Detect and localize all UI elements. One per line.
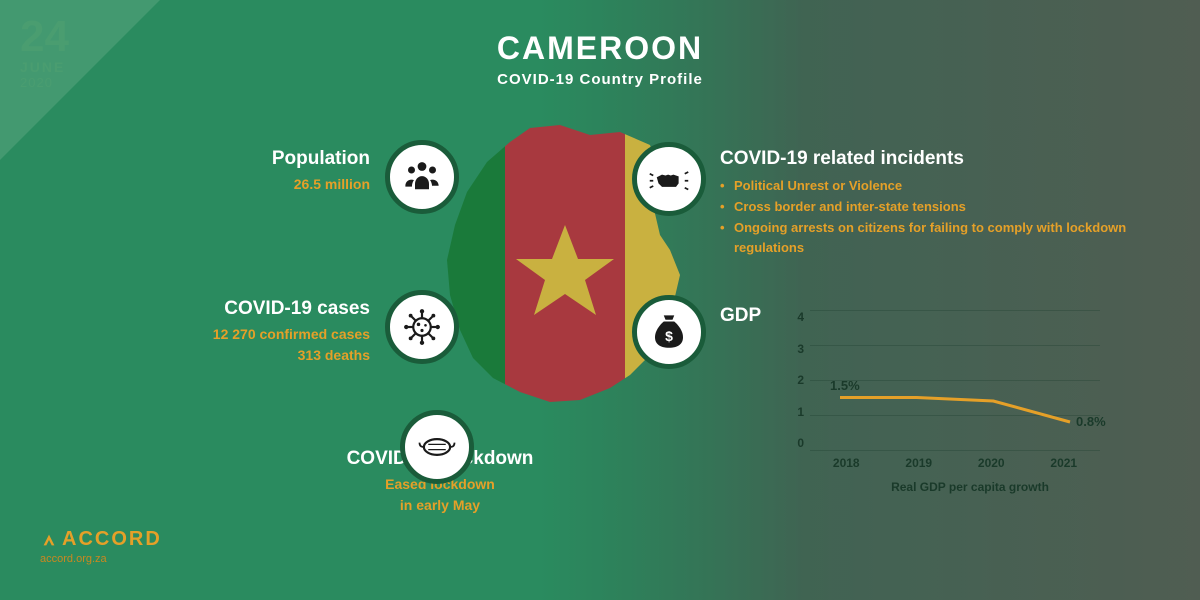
population-value: 26.5 million xyxy=(190,174,370,195)
population-title: Population xyxy=(190,148,370,170)
svg-text:$: $ xyxy=(665,328,673,344)
fist-icon xyxy=(632,142,706,216)
cases-deaths: 313 deaths xyxy=(155,345,370,366)
gdp-chart: 4 3 2 1 0 1.5% 0.8% 2018 2019 2020 2021 … xyxy=(780,310,1110,490)
virus-icon xyxy=(385,290,459,364)
chart-end-label: 0.8% xyxy=(1076,414,1106,429)
lockdown-line2: in early May xyxy=(315,495,565,516)
chart-start-label: 1.5% xyxy=(830,378,860,393)
incident-item: Ongoing arrests on citizens for failing … xyxy=(720,218,1150,260)
money-bag-icon: $ xyxy=(632,295,706,369)
cases-confirmed: 12 270 confirmed cases xyxy=(155,324,370,345)
subtitle: COVID-19 Country Profile xyxy=(0,71,1200,88)
country-name: CAMEROON xyxy=(0,30,1200,67)
gdp-title: GDP xyxy=(720,305,761,327)
population-section: Population 26.5 million xyxy=(190,148,370,195)
logo-url: accord.org.za xyxy=(40,553,162,565)
incidents-title: COVID-19 related incidents xyxy=(720,148,1150,170)
incident-item: Political Unrest or Violence xyxy=(720,176,1150,197)
page-title: CAMEROON COVID-19 Country Profile xyxy=(0,30,1200,88)
cases-title: COVID-19 cases xyxy=(155,298,370,320)
logo-name: ACCORD xyxy=(40,528,162,551)
incident-item: Cross border and inter-state tensions xyxy=(720,197,1150,218)
incidents-section: COVID-19 related incidents Political Unr… xyxy=(720,148,1150,259)
chart-caption: Real GDP per capita growth xyxy=(810,480,1130,494)
gdp-section: GDP xyxy=(720,305,761,327)
chart-x-axis: 2018 2019 2020 2021 xyxy=(810,456,1100,470)
population-icon xyxy=(385,140,459,214)
logo-block: ACCORD accord.org.za xyxy=(40,528,162,565)
mask-icon xyxy=(400,410,474,484)
cases-section: COVID-19 cases 12 270 confirmed cases 31… xyxy=(155,298,370,366)
incidents-list: Political Unrest or Violence Cross borde… xyxy=(720,176,1150,259)
chart-y-axis: 4 3 2 1 0 xyxy=(788,310,804,450)
